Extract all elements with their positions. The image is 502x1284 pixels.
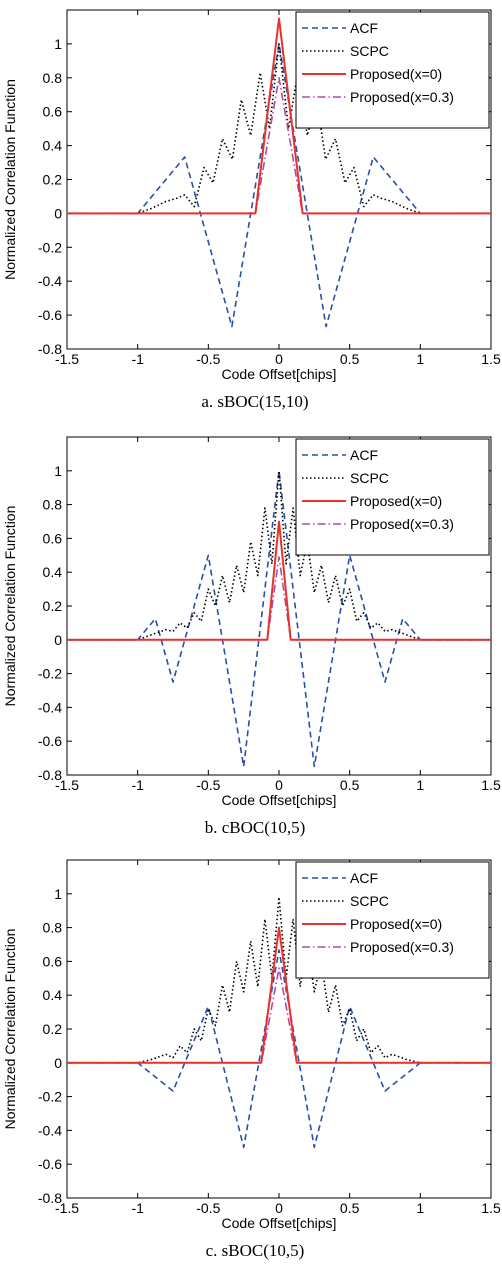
y-tick-label: -0.2 — [38, 666, 62, 682]
y-tick-label: 0.2 — [43, 598, 63, 614]
y-tick-label: 1 — [54, 463, 62, 479]
y-tick-label: 0.4 — [43, 987, 63, 1003]
x-tick-label: 0.5 — [340, 351, 360, 367]
y-tick-label: 0.6 — [43, 104, 63, 120]
y-tick-label: -0.6 — [38, 1156, 62, 1172]
legend: ACF SCPC Proposed(x=0) Proposed(x=0.3) — [295, 11, 490, 129]
x-tick-label: -0.5 — [196, 1200, 220, 1216]
x-tick-label: 1.5 — [481, 351, 501, 367]
series-line-scpc — [67, 469, 491, 641]
x-tick-label: 1.5 — [481, 777, 501, 793]
chart-panel-3: -1.5 -1 -0.5 0 0.5 1 1.5 -0.8 -0.6 -0.4 -0.2 0 0.2 0.… — [2, 859, 501, 1260]
y-tick-label: 0.4 — [43, 564, 63, 580]
series-line-acf — [67, 43, 491, 328]
y-tick-label: 1 — [54, 36, 62, 52]
legend: ACF SCPC Proposed(x=0) Proposed(x=0.3) — [295, 861, 490, 979]
legend-label: Proposed(x=0.3) — [350, 516, 454, 532]
x-tick-label: 0 — [275, 1200, 283, 1216]
x-tick-label: -1 — [131, 351, 144, 367]
y-tick-label: 0.4 — [43, 138, 63, 154]
x-axis-label: Code Offset[chips] — [222, 1215, 337, 1231]
x-tick-label: 0 — [275, 351, 283, 367]
x-tick-label: -0.5 — [196, 777, 220, 793]
y-tick-label: 0 — [54, 1055, 62, 1071]
y-tick-label: 0.8 — [43, 497, 63, 513]
legend-label: SCPC — [350, 43, 389, 59]
y-tick-label: -0.2 — [38, 1089, 62, 1105]
y-tick-label: -0.4 — [38, 273, 62, 289]
figure-caption: c. sBOC(10,5) — [206, 1241, 305, 1260]
figure-caption: b. cBOC(10,5) — [205, 818, 306, 837]
x-tick-label: -0.5 — [196, 351, 220, 367]
x-tick-label: 1.5 — [481, 1200, 501, 1216]
y-axis-label: Normalized Correlation Function — [2, 506, 18, 707]
legend-label: Proposed(x=0) — [350, 916, 442, 932]
x-tick-label: -1.5 — [55, 351, 79, 367]
y-tick-label: -0.8 — [38, 767, 62, 783]
legend-box — [295, 11, 490, 129]
legend-label: ACF — [350, 870, 378, 886]
y-tick-label: 0 — [54, 205, 62, 221]
series-line-proposed-x-0 — [67, 520, 491, 641]
y-tick-label: 1 — [54, 886, 62, 902]
legend-label: Proposed(x=0.3) — [350, 939, 454, 955]
x-tick-label: 0 — [275, 777, 283, 793]
legend-label: Proposed(x=0.3) — [350, 89, 454, 105]
x-tick-label: -1.5 — [55, 777, 79, 793]
legend-label: SCPC — [350, 893, 389, 909]
x-tick-label: -1.5 — [55, 1200, 79, 1216]
x-axis-label: Code Offset[chips] — [222, 366, 337, 382]
y-tick-label: -0.6 — [38, 307, 62, 323]
y-tick-label: -0.2 — [38, 239, 62, 255]
y-tick-label: 0.2 — [43, 172, 63, 188]
y-tick-label: 0.8 — [43, 70, 63, 86]
x-tick-label: 1 — [416, 777, 424, 793]
legend-label: Proposed(x=0) — [350, 493, 442, 509]
y-tick-label: 0 — [54, 632, 62, 648]
x-tick-label: -1 — [131, 1200, 144, 1216]
legend-label: ACF — [350, 20, 378, 36]
y-axis-label: Normalized Correlation Function — [2, 929, 18, 1130]
y-tick-label: -0.4 — [38, 1122, 62, 1138]
legend-label: ACF — [350, 447, 378, 463]
y-tick-label: -0.6 — [38, 733, 62, 749]
figure-caption: a. sBOC(15,10) — [201, 392, 308, 411]
x-tick-label: 0.5 — [340, 1200, 360, 1216]
x-tick-label: 0.5 — [340, 777, 360, 793]
y-tick-label: 0.2 — [43, 1021, 63, 1037]
series-line-proposed-x-0 — [67, 17, 491, 215]
x-tick-label: 1 — [416, 351, 424, 367]
y-axis-label: Normalized Correlation Function — [2, 79, 18, 280]
series-line-proposed-x-0 — [67, 926, 491, 1064]
chart-panel-1: -1.5 -1 -0.5 0 0.5 1 1.5 -0.8 -0.6 -0.4 -0.2 0 0.2 0.… — [2, 9, 501, 411]
y-tick-label: -0.8 — [38, 341, 62, 357]
legend-label: SCPC — [350, 470, 389, 486]
y-tick-label: 0.6 — [43, 530, 63, 546]
legend: ACF SCPC Proposed(x=0) Proposed(x=0.3) — [295, 438, 490, 556]
x-axis-label: Code Offset[chips] — [222, 792, 337, 808]
y-tick-label: -0.4 — [38, 699, 62, 715]
series-line-acf — [67, 949, 491, 1149]
legend-box — [295, 438, 490, 556]
y-tick-label: -0.8 — [38, 1190, 62, 1206]
legend-label: Proposed(x=0) — [350, 66, 442, 82]
legend-box — [295, 861, 490, 979]
y-tick-label: 0.6 — [43, 953, 63, 969]
chart-panel-2: -1.5 -1 -0.5 0 0.5 1 1.5 -0.8 -0.6 -0.4 -0.2 0 0.2 0.… — [2, 436, 501, 837]
y-tick-label: 0.8 — [43, 920, 63, 936]
x-tick-label: 1 — [416, 1200, 424, 1216]
series-line-scpc — [67, 43, 491, 215]
x-tick-label: -1 — [131, 777, 144, 793]
